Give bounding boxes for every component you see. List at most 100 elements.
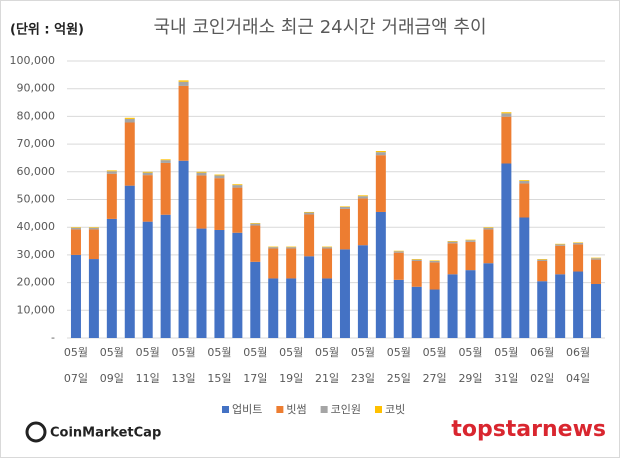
- legend-swatch: [276, 406, 284, 413]
- bar-segment: [142, 172, 153, 176]
- y-tick-label: 40,000: [17, 220, 56, 233]
- chart-title: 국내 코인거래소 최근 24시간 거래금액 추이: [153, 17, 486, 38]
- bar-segment: [214, 229, 225, 338]
- bar-segment: [573, 244, 584, 272]
- bar-segment: [447, 241, 458, 244]
- bar-segment: [357, 198, 368, 246]
- bar-segment: [286, 246, 297, 248]
- bar-segment: [214, 175, 225, 179]
- bar-segment: [106, 218, 117, 338]
- bar-segment: [519, 183, 530, 218]
- bar-segment: [447, 274, 458, 338]
- x-tick-label: 05월 09일: [99, 346, 124, 385]
- bar-segment: [124, 185, 135, 338]
- bar-segment: [519, 217, 530, 338]
- bar-segment: [501, 112, 512, 114]
- bar-segment: [160, 159, 171, 161]
- bar-segment: [232, 187, 243, 233]
- bar-segment: [429, 260, 440, 261]
- x-tick-label: 05월 31일: [494, 346, 519, 385]
- bar-segment: [196, 175, 207, 229]
- bar-segment: [304, 212, 315, 215]
- bar-segment: [465, 240, 476, 242]
- y-tick-label: 60,000: [17, 165, 56, 178]
- bar-segment: [178, 85, 189, 161]
- bar-segment: [483, 229, 494, 264]
- bar-segment: [178, 81, 189, 86]
- bar-segment: [429, 262, 440, 290]
- bar-segment: [339, 206, 350, 207]
- x-tick-label: 05월 07일: [63, 346, 89, 385]
- bar-segment: [411, 259, 422, 261]
- unit-label: (단위 : 억원): [10, 22, 84, 38]
- bar-segment: [106, 173, 117, 219]
- bar-segment: [591, 259, 602, 284]
- bar-segment: [160, 214, 171, 338]
- bar-segment: [537, 259, 548, 261]
- bar-segment: [70, 229, 81, 255]
- x-tick-label: 06월 04일: [566, 346, 591, 385]
- bar-segment: [357, 245, 368, 338]
- bar-segment: [591, 283, 602, 338]
- bar-segment: [555, 243, 566, 245]
- bar-segment: [88, 227, 99, 230]
- bar-segment: [322, 246, 333, 248]
- bar-segment: [304, 214, 315, 257]
- legend-swatch: [375, 406, 382, 413]
- y-tick-label: 80,000: [17, 109, 56, 122]
- bar-segment: [268, 248, 279, 279]
- bar-segment: [178, 160, 189, 338]
- bar-segment: [322, 248, 333, 279]
- watermark: topstarnews: [451, 417, 606, 442]
- bar-segment: [232, 184, 243, 186]
- bar-segment: [465, 239, 476, 241]
- bar-segment: [375, 211, 386, 338]
- bar-segment: [88, 229, 99, 260]
- bar-segment: [268, 247, 279, 249]
- bar-segment: [555, 245, 566, 275]
- bar-segment: [537, 260, 548, 282]
- legend-label: 업비트: [232, 403, 262, 416]
- bar-segment: [501, 116, 512, 164]
- bar-segment: [196, 228, 207, 338]
- bar-segment: [393, 251, 404, 253]
- bar-segment: [214, 178, 225, 230]
- bar-segment: [339, 206, 350, 209]
- bar-segment: [106, 171, 117, 174]
- bar-segment: [214, 174, 225, 176]
- bar-segment: [573, 271, 584, 338]
- bar-segment: [501, 163, 512, 338]
- bar-segment: [250, 225, 261, 262]
- bar-segment: [357, 196, 368, 199]
- bar-segment: [268, 246, 279, 248]
- x-tick-label: 05월 27일: [422, 346, 447, 385]
- bar-segment: [339, 208, 350, 250]
- bar-segment: [501, 113, 512, 117]
- bar-segment: [573, 242, 584, 243]
- bar-segment: [375, 151, 386, 153]
- bar-segment: [519, 180, 530, 181]
- bar-segment: [124, 117, 135, 119]
- bar-segment: [70, 227, 81, 228]
- bar-segment: [591, 258, 602, 260]
- bar-segment: [322, 278, 333, 338]
- legend-swatch: [320, 406, 328, 413]
- x-tick-label: 05월 23일: [350, 346, 375, 385]
- x-tick-label: 05월 11일: [135, 346, 160, 385]
- x-tick-label: 05월 17일: [243, 346, 268, 385]
- bar-segment: [447, 243, 458, 275]
- bar-segment: [393, 279, 404, 338]
- legend-swatch: [222, 406, 229, 413]
- bar-segment: [304, 211, 315, 213]
- bar-segment: [250, 223, 261, 224]
- bar-segment: [286, 278, 297, 338]
- bar-segment: [537, 259, 548, 260]
- bar-segment: [375, 152, 386, 156]
- bar-segment: [232, 232, 243, 338]
- bar-segment: [124, 118, 135, 123]
- bar-segment: [465, 241, 476, 271]
- bar-segment: [465, 270, 476, 338]
- bar-segment: [250, 261, 261, 338]
- bar-segment: [160, 160, 171, 163]
